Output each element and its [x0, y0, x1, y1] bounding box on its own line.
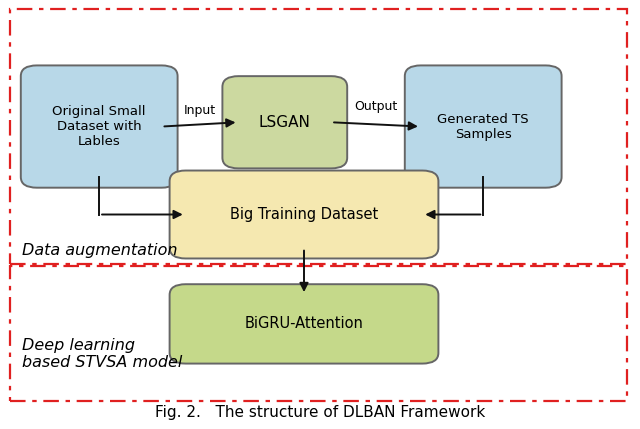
- Text: Output: Output: [355, 100, 397, 113]
- Text: Input: Input: [184, 104, 216, 117]
- FancyBboxPatch shape: [170, 170, 438, 258]
- FancyBboxPatch shape: [170, 284, 438, 364]
- Text: Big Training Dataset: Big Training Dataset: [230, 207, 378, 222]
- Text: LSGAN: LSGAN: [259, 115, 311, 130]
- Text: Fig. 2.   The structure of DLBAN Framework: Fig. 2. The structure of DLBAN Framework: [155, 405, 485, 420]
- FancyBboxPatch shape: [223, 76, 347, 169]
- Text: Original Small
Dataset with
Lables: Original Small Dataset with Lables: [52, 105, 146, 148]
- Text: BiGRU-Attention: BiGRU-Attention: [244, 317, 364, 331]
- Text: Generated TS
Samples: Generated TS Samples: [437, 112, 529, 141]
- Text: Data augmentation: Data augmentation: [22, 244, 178, 258]
- FancyBboxPatch shape: [404, 66, 562, 188]
- Text: Deep learning
based STVSA model: Deep learning based STVSA model: [22, 338, 183, 370]
- FancyBboxPatch shape: [20, 66, 177, 188]
